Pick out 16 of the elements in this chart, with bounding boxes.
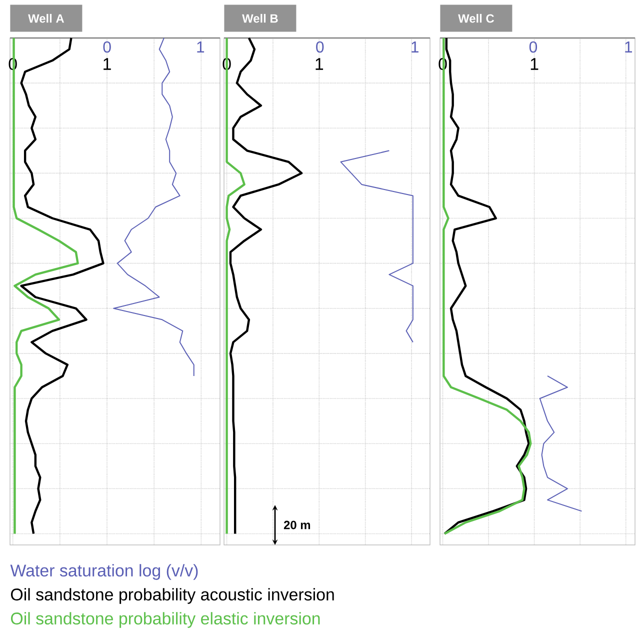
text: Water saturation log (v/v) — [10, 564, 198, 580]
x2-tick-label: 0 — [103, 41, 111, 53]
x-tick-label: 1 — [104, 58, 111, 70]
text: Oil sandstone probability acoustic inversion — [11, 588, 334, 604]
x2-tick-label: 0 — [529, 41, 538, 53]
annotation: 20 m — [284, 520, 310, 530]
x-tick-label: 1 — [316, 58, 324, 70]
chart-title: Well A — [28, 14, 64, 23]
text: Oil sandstone probability elastic inversion — [11, 612, 320, 628]
x-tick-label: 1 — [530, 58, 538, 70]
chart-title: Well C — [458, 14, 494, 23]
x2-tick-label: 1 — [197, 42, 204, 52]
x2-tick-label: 0 — [316, 41, 324, 53]
x2-tick-label: 1 — [625, 42, 632, 52]
chart-title: Well B — [242, 14, 278, 23]
x2-tick-label: 1 — [412, 42, 418, 52]
